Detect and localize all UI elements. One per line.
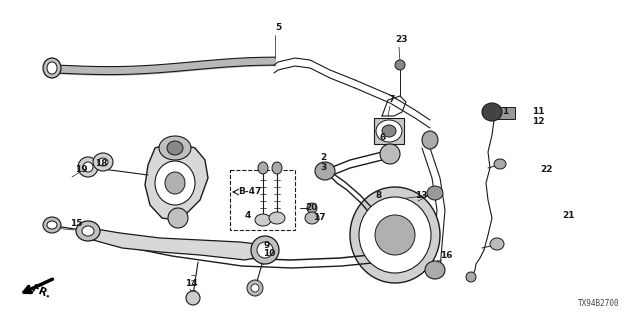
Ellipse shape: [307, 203, 317, 213]
Ellipse shape: [425, 261, 445, 279]
Ellipse shape: [359, 197, 431, 273]
Text: 21: 21: [562, 211, 575, 220]
Ellipse shape: [482, 103, 502, 121]
Text: 7: 7: [388, 95, 394, 105]
Ellipse shape: [258, 162, 268, 174]
Ellipse shape: [78, 157, 98, 177]
Ellipse shape: [186, 291, 200, 305]
Text: B-47: B-47: [238, 188, 261, 196]
Text: 12: 12: [532, 117, 545, 126]
Ellipse shape: [380, 144, 400, 164]
Ellipse shape: [155, 161, 195, 205]
Ellipse shape: [375, 215, 415, 255]
Ellipse shape: [494, 159, 506, 169]
Text: 1: 1: [502, 108, 508, 116]
Ellipse shape: [83, 162, 93, 172]
Ellipse shape: [427, 186, 443, 200]
Text: 3: 3: [320, 164, 326, 172]
Ellipse shape: [47, 221, 57, 229]
Polygon shape: [145, 142, 208, 220]
Text: 11: 11: [532, 108, 545, 116]
Text: TX94B2700: TX94B2700: [579, 299, 620, 308]
Ellipse shape: [43, 217, 61, 233]
Text: 2: 2: [320, 154, 326, 163]
Bar: [374, 118, 404, 144]
Text: 17: 17: [313, 213, 326, 222]
Ellipse shape: [98, 158, 108, 166]
Ellipse shape: [350, 187, 440, 283]
Text: 15: 15: [70, 220, 83, 228]
Ellipse shape: [255, 214, 271, 226]
Ellipse shape: [395, 60, 405, 70]
Ellipse shape: [315, 162, 335, 180]
Bar: [230, 170, 295, 230]
Text: 20: 20: [305, 204, 317, 212]
Ellipse shape: [422, 131, 438, 149]
Ellipse shape: [490, 238, 504, 250]
Polygon shape: [90, 228, 268, 260]
Ellipse shape: [257, 242, 273, 258]
Ellipse shape: [382, 125, 396, 137]
Text: 5: 5: [275, 23, 281, 33]
Text: FR.: FR.: [30, 284, 52, 300]
Text: 23: 23: [395, 36, 408, 44]
Ellipse shape: [43, 58, 61, 78]
Ellipse shape: [168, 208, 188, 228]
Text: 19: 19: [75, 165, 88, 174]
Ellipse shape: [269, 212, 285, 224]
Ellipse shape: [251, 236, 279, 264]
Ellipse shape: [165, 172, 185, 194]
Ellipse shape: [466, 272, 476, 282]
Ellipse shape: [247, 280, 263, 296]
Text: 4: 4: [245, 211, 252, 220]
Text: 16: 16: [440, 251, 452, 260]
Text: 8: 8: [375, 191, 381, 201]
Ellipse shape: [82, 226, 94, 236]
Text: 13: 13: [415, 191, 428, 201]
Text: 18: 18: [95, 158, 108, 167]
Ellipse shape: [159, 136, 191, 160]
Text: 9: 9: [263, 241, 269, 250]
Ellipse shape: [47, 62, 57, 74]
Text: 10: 10: [263, 250, 275, 259]
Text: 14: 14: [185, 278, 198, 287]
Ellipse shape: [305, 212, 319, 224]
Ellipse shape: [93, 153, 113, 171]
Ellipse shape: [376, 120, 402, 142]
Ellipse shape: [167, 141, 183, 155]
Bar: [497, 107, 515, 119]
Text: 22: 22: [540, 165, 552, 174]
Text: 6: 6: [380, 133, 387, 142]
Ellipse shape: [272, 162, 282, 174]
Ellipse shape: [251, 284, 259, 292]
Ellipse shape: [76, 221, 100, 241]
